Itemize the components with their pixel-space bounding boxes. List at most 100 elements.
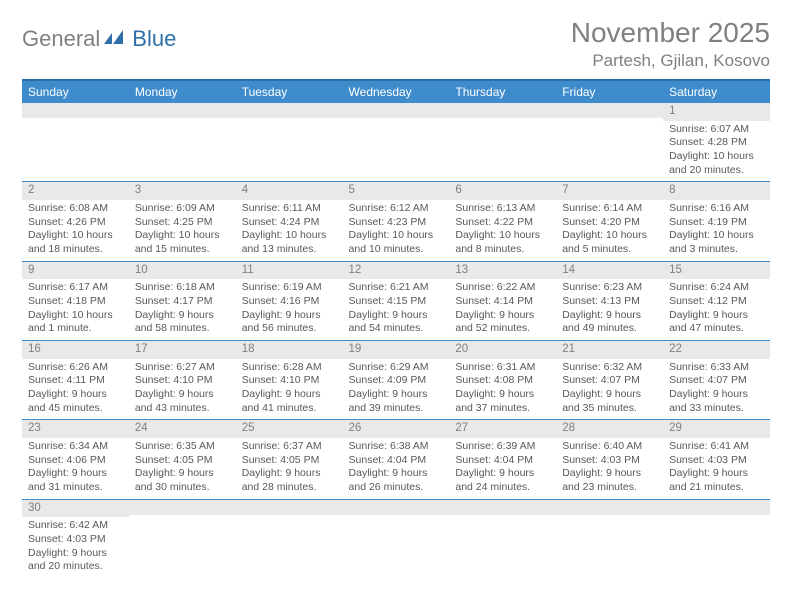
sunset-text: Sunset: 4:12 PM — [669, 295, 764, 309]
day-number: 25 — [236, 420, 343, 438]
daylight-text: Daylight: 9 hours and 45 minutes. — [28, 388, 123, 415]
sunset-text: Sunset: 4:03 PM — [562, 454, 657, 468]
daylight-text: Daylight: 10 hours and 18 minutes. — [28, 229, 123, 256]
sunset-text: Sunset: 4:05 PM — [242, 454, 337, 468]
sunset-text: Sunset: 4:20 PM — [562, 216, 657, 230]
day-number: 15 — [663, 262, 770, 280]
calendar-day-cell: 15Sunrise: 6:24 AMSunset: 4:12 PMDayligh… — [663, 261, 770, 340]
month-title: November 2025 — [571, 18, 770, 49]
calendar-day-cell: 16Sunrise: 6:26 AMSunset: 4:11 PMDayligh… — [22, 340, 129, 419]
header: General Blue November 2025 Partesh, Gjil… — [22, 18, 770, 71]
daylight-text: Daylight: 9 hours and 30 minutes. — [135, 467, 230, 494]
calendar-day-cell: 12Sunrise: 6:21 AMSunset: 4:15 PMDayligh… — [343, 261, 450, 340]
calendar-body: 1Sunrise: 6:07 AMSunset: 4:28 PMDaylight… — [22, 103, 770, 578]
sunset-text: Sunset: 4:19 PM — [669, 216, 764, 230]
calendar-day-cell: 20Sunrise: 6:31 AMSunset: 4:08 PMDayligh… — [449, 340, 556, 419]
day-number — [556, 500, 663, 515]
calendar-day-cell: 19Sunrise: 6:29 AMSunset: 4:09 PMDayligh… — [343, 340, 450, 419]
daylight-text: Daylight: 9 hours and 54 minutes. — [349, 309, 444, 336]
day-details: Sunrise: 6:13 AMSunset: 4:22 PMDaylight:… — [449, 200, 556, 261]
sunset-text: Sunset: 4:10 PM — [242, 374, 337, 388]
calendar-day-cell — [663, 499, 770, 578]
day-number: 14 — [556, 262, 663, 280]
day-details: Sunrise: 6:24 AMSunset: 4:12 PMDaylight:… — [663, 279, 770, 340]
daylight-text: Daylight: 9 hours and 37 minutes. — [455, 388, 550, 415]
day-number: 21 — [556, 341, 663, 359]
daylight-text: Daylight: 9 hours and 20 minutes. — [28, 547, 123, 574]
day-details: Sunrise: 6:09 AMSunset: 4:25 PMDaylight:… — [129, 200, 236, 261]
day-number: 26 — [343, 420, 450, 438]
day-details: Sunrise: 6:34 AMSunset: 4:06 PMDaylight:… — [22, 438, 129, 499]
sunrise-text: Sunrise: 6:39 AM — [455, 440, 550, 454]
day-details: Sunrise: 6:37 AMSunset: 4:05 PMDaylight:… — [236, 438, 343, 499]
day-details: Sunrise: 6:07 AMSunset: 4:28 PMDaylight:… — [663, 121, 770, 182]
day-details: Sunrise: 6:08 AMSunset: 4:26 PMDaylight:… — [22, 200, 129, 261]
day-header-row: SundayMondayTuesdayWednesdayThursdayFrid… — [22, 81, 770, 103]
sunrise-text: Sunrise: 6:34 AM — [28, 440, 123, 454]
sunset-text: Sunset: 4:24 PM — [242, 216, 337, 230]
day-details: Sunrise: 6:19 AMSunset: 4:16 PMDaylight:… — [236, 279, 343, 340]
daylight-text: Daylight: 9 hours and 52 minutes. — [455, 309, 550, 336]
sunrise-text: Sunrise: 6:28 AM — [242, 361, 337, 375]
day-details: Sunrise: 6:40 AMSunset: 4:03 PMDaylight:… — [556, 438, 663, 499]
sunset-text: Sunset: 4:23 PM — [349, 216, 444, 230]
sunrise-text: Sunrise: 6:19 AM — [242, 281, 337, 295]
sunrise-text: Sunrise: 6:18 AM — [135, 281, 230, 295]
day-details: Sunrise: 6:38 AMSunset: 4:04 PMDaylight:… — [343, 438, 450, 499]
sunset-text: Sunset: 4:11 PM — [28, 374, 123, 388]
calendar-day-cell — [556, 103, 663, 182]
sunset-text: Sunset: 4:14 PM — [455, 295, 550, 309]
calendar-day-cell: 11Sunrise: 6:19 AMSunset: 4:16 PMDayligh… — [236, 261, 343, 340]
sunset-text: Sunset: 4:07 PM — [669, 374, 764, 388]
sunrise-text: Sunrise: 6:12 AM — [349, 202, 444, 216]
sunset-text: Sunset: 4:04 PM — [349, 454, 444, 468]
sunrise-text: Sunrise: 6:37 AM — [242, 440, 337, 454]
day-number: 4 — [236, 182, 343, 200]
day-number: 9 — [22, 262, 129, 280]
calendar-day-cell: 21Sunrise: 6:32 AMSunset: 4:07 PMDayligh… — [556, 340, 663, 419]
sunset-text: Sunset: 4:13 PM — [562, 295, 657, 309]
logo-text-blue: Blue — [132, 26, 176, 52]
calendar-week-row: 30Sunrise: 6:42 AMSunset: 4:03 PMDayligh… — [22, 499, 770, 578]
day-number: 13 — [449, 262, 556, 280]
day-number: 30 — [22, 500, 129, 518]
day-number — [236, 500, 343, 515]
day-details: Sunrise: 6:35 AMSunset: 4:05 PMDaylight:… — [129, 438, 236, 499]
calendar-day-cell: 24Sunrise: 6:35 AMSunset: 4:05 PMDayligh… — [129, 420, 236, 499]
day-number: 17 — [129, 341, 236, 359]
logo: General Blue — [22, 18, 176, 52]
daylight-text: Daylight: 10 hours and 13 minutes. — [242, 229, 337, 256]
day-number: 27 — [449, 420, 556, 438]
sunrise-text: Sunrise: 6:09 AM — [135, 202, 230, 216]
day-number: 24 — [129, 420, 236, 438]
sunrise-text: Sunrise: 6:35 AM — [135, 440, 230, 454]
day-details: Sunrise: 6:41 AMSunset: 4:03 PMDaylight:… — [663, 438, 770, 499]
sunrise-text: Sunrise: 6:14 AM — [562, 202, 657, 216]
daylight-text: Daylight: 9 hours and 49 minutes. — [562, 309, 657, 336]
daylight-text: Daylight: 9 hours and 43 minutes. — [135, 388, 230, 415]
sunset-text: Sunset: 4:22 PM — [455, 216, 550, 230]
calendar-day-cell — [556, 499, 663, 578]
location-label: Partesh, Gjilan, Kosovo — [571, 51, 770, 71]
sunset-text: Sunset: 4:07 PM — [562, 374, 657, 388]
calendar-day-cell: 7Sunrise: 6:14 AMSunset: 4:20 PMDaylight… — [556, 182, 663, 261]
calendar-day-cell: 5Sunrise: 6:12 AMSunset: 4:23 PMDaylight… — [343, 182, 450, 261]
daylight-text: Daylight: 10 hours and 3 minutes. — [669, 229, 764, 256]
sunrise-text: Sunrise: 6:24 AM — [669, 281, 764, 295]
sunrise-text: Sunrise: 6:17 AM — [28, 281, 123, 295]
calendar-day-cell: 9Sunrise: 6:17 AMSunset: 4:18 PMDaylight… — [22, 261, 129, 340]
sunrise-text: Sunrise: 6:13 AM — [455, 202, 550, 216]
day-number: 6 — [449, 182, 556, 200]
daylight-text: Daylight: 9 hours and 58 minutes. — [135, 309, 230, 336]
sunset-text: Sunset: 4:16 PM — [242, 295, 337, 309]
day-number: 16 — [22, 341, 129, 359]
day-details: Sunrise: 6:14 AMSunset: 4:20 PMDaylight:… — [556, 200, 663, 261]
calendar-day-cell: 6Sunrise: 6:13 AMSunset: 4:22 PMDaylight… — [449, 182, 556, 261]
calendar-day-cell: 23Sunrise: 6:34 AMSunset: 4:06 PMDayligh… — [22, 420, 129, 499]
sunrise-text: Sunrise: 6:40 AM — [562, 440, 657, 454]
day-header: Saturday — [663, 81, 770, 103]
day-number: 7 — [556, 182, 663, 200]
day-number — [449, 103, 556, 118]
sunset-text: Sunset: 4:25 PM — [135, 216, 230, 230]
calendar-day-cell: 29Sunrise: 6:41 AMSunset: 4:03 PMDayligh… — [663, 420, 770, 499]
